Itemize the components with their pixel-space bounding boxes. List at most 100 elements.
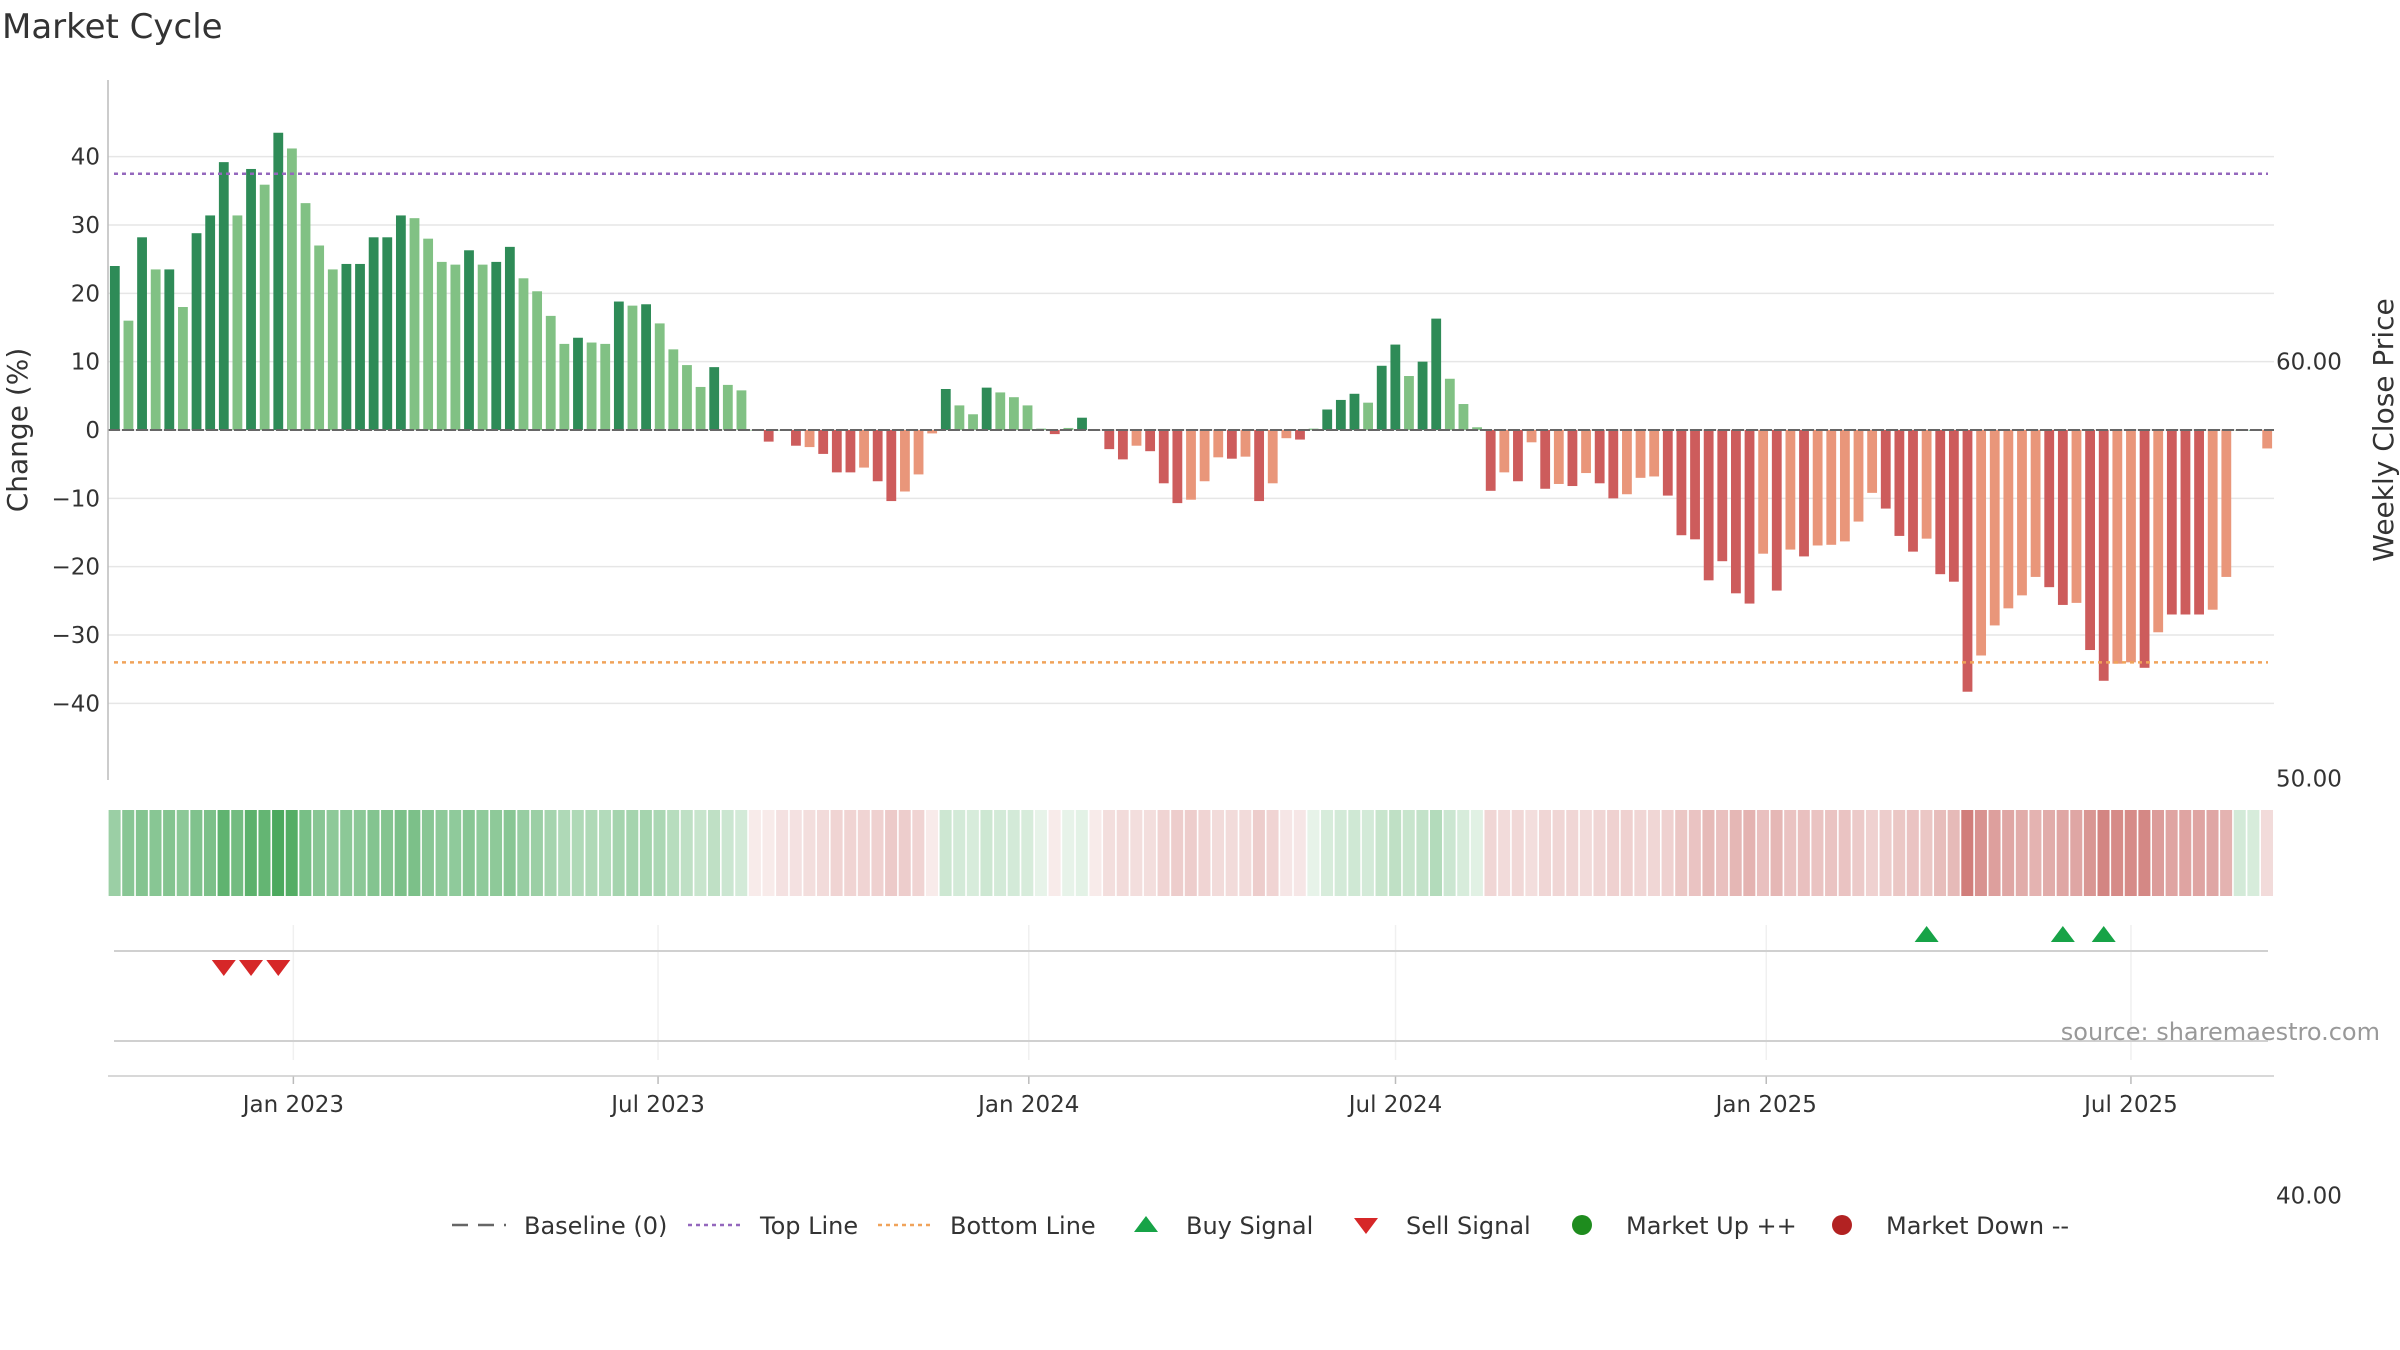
cycle-strip-cell: [1552, 810, 1565, 896]
cycle-strip-cell: [1348, 810, 1361, 896]
bar: [1077, 417, 1087, 430]
cycle-strip-cell: [1416, 810, 1429, 896]
cycle-strip-cell: [1729, 810, 1742, 896]
cycle-strip-cell: [1402, 810, 1415, 896]
cycle-strip-cell: [1988, 810, 2001, 896]
bar: [1703, 430, 1714, 581]
cycle-strip-cell: [721, 810, 734, 896]
bar: [2098, 430, 2109, 681]
cycle-strip-cell: [1171, 810, 1184, 896]
legend-swatch-buy: [1134, 1216, 1158, 1232]
cycle-strip-cell: [1429, 810, 1443, 896]
cycle-strip-cell: [1252, 810, 1265, 896]
x-tick-label: Jan 2024: [976, 1092, 1079, 1118]
bar: [872, 430, 883, 482]
sell-signal-marker: [239, 960, 264, 976]
cycle-strip-cell: [2179, 810, 2192, 896]
bar: [940, 389, 951, 430]
bar: [1567, 430, 1578, 487]
bar: [1363, 402, 1373, 430]
cycle-strip-cell: [1688, 810, 1701, 896]
bar: [1553, 430, 1564, 484]
bar: [1676, 430, 1687, 536]
bar: [1022, 405, 1033, 430]
cycle-strip-cell: [1116, 810, 1129, 896]
cycle-strip-cell: [1566, 810, 1579, 896]
bar: [818, 430, 829, 454]
cycle-strip-cell: [953, 810, 966, 896]
cycle-strip-cell: [2043, 810, 2056, 896]
bar: [1240, 430, 1251, 457]
bar: [559, 343, 570, 430]
bar: [1417, 361, 1428, 430]
cycle-strip-cell: [1743, 810, 1756, 896]
cycle-strip-cell: [1361, 810, 1374, 896]
buy-signal-marker: [2091, 926, 2116, 942]
x-tick-label: Jul 2025: [2082, 1092, 2178, 1118]
bar: [2139, 430, 2150, 668]
legend: Baseline (0) Top Line Bottom Line Buy Signa…: [452, 1212, 2069, 1240]
cycle-strip-cell: [789, 810, 802, 896]
x-tick-label: Jan 2025: [1714, 1092, 1817, 1118]
bar: [1295, 430, 1305, 440]
cycle-strip-cell: [571, 810, 584, 896]
bar: [995, 392, 1006, 430]
bar: [1049, 430, 1060, 435]
bar: [1826, 430, 1837, 545]
cycle-strip-cell: [1906, 810, 1919, 896]
bar: [1744, 430, 1755, 604]
bar: [205, 215, 216, 430]
chart-title: Market Cycle: [2, 7, 223, 47]
cycle-strip-cell: [2029, 810, 2042, 896]
cycle-strip-cell: [544, 810, 557, 896]
cycle-strip-cell: [667, 810, 680, 896]
cycle-strip-cell: [898, 810, 911, 896]
y-tick-label: −10: [51, 486, 100, 512]
cycle-strip-cell: [1634, 810, 1647, 896]
cycle-strip-cell: [762, 810, 775, 896]
cycle-strip-cell: [1784, 810, 1797, 896]
cycle-strip-cell: [1457, 810, 1470, 896]
cycle-strip-cell: [258, 810, 271, 896]
cycle-strip-cell: [490, 810, 503, 896]
cycle-strip-cell: [844, 810, 857, 896]
legend-swatch-market-down: [1832, 1215, 1852, 1235]
cycle-strip-cell: [326, 810, 339, 896]
bar: [1158, 430, 1169, 484]
bar: [1867, 430, 1878, 493]
cycle-strip-cell: [176, 810, 189, 896]
cycle-strip-cell: [612, 810, 625, 896]
y-tick-label: 0: [85, 418, 100, 444]
cycle-strip-cell: [1525, 810, 1538, 896]
cycle-strip-cell: [1375, 810, 1388, 896]
bar: [627, 305, 638, 430]
cycle-strip-cell: [1961, 810, 1974, 896]
bar: [1921, 430, 1932, 539]
cycle-strip-cell: [1675, 810, 1688, 896]
bar: [327, 269, 338, 430]
y2-tick-label: 50.00: [2276, 767, 2342, 793]
cycle-strip-cell: [980, 810, 993, 896]
cycle-strip-cell: [1470, 810, 1483, 896]
bar: [804, 430, 815, 448]
cycle-strip-cell: [653, 810, 666, 896]
bar: [368, 237, 379, 430]
cycle-strip-cell: [1825, 810, 1838, 896]
cycle-strip-cell: [2097, 810, 2110, 896]
bar: [1785, 430, 1796, 550]
cycle-strip-cell: [1048, 810, 1061, 896]
bar: [545, 315, 556, 430]
bar: [968, 414, 978, 430]
bar: [900, 430, 910, 492]
cycle-strip-cell: [925, 810, 938, 896]
cycle-strip-cell: [599, 810, 612, 896]
cycle-strip-cell: [694, 810, 707, 896]
bar: [1131, 430, 1142, 446]
cycle-strip-cell: [1239, 810, 1252, 896]
cycle-strip-cell: [1334, 810, 1347, 896]
bar: [518, 278, 529, 430]
cycle-strip-cell: [1280, 810, 1293, 896]
bar: [1649, 430, 1660, 477]
y2-tick-label: 60.00: [2276, 350, 2342, 376]
bar: [1894, 430, 1905, 536]
